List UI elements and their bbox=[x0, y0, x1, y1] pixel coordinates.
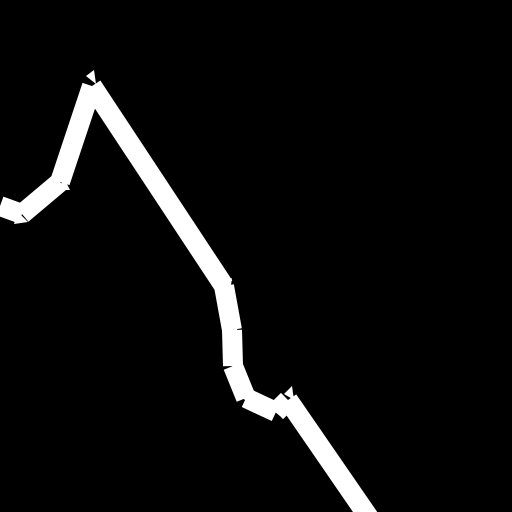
stroke-segment-6 bbox=[222, 329, 243, 367]
stroke-segment-4 bbox=[83, 80, 233, 292]
stroke-notch-8 bbox=[270, 404, 282, 416]
stroke-notch-3 bbox=[14, 212, 28, 224]
stroke-notch-5 bbox=[226, 324, 238, 336]
stroke-segment-2 bbox=[15, 174, 67, 222]
stroke-notch-9 bbox=[284, 386, 294, 400]
stroke-notch-7 bbox=[240, 392, 252, 404]
stroke-notch-4 bbox=[222, 278, 232, 292]
white-stroke-line bbox=[0, 70, 378, 512]
stroke-notch-1 bbox=[86, 70, 96, 84]
stroke-segment-7 bbox=[223, 362, 256, 402]
stroke-notch-6 bbox=[228, 360, 240, 372]
stroke-notch-2 bbox=[58, 178, 70, 190]
stroke-segment-3 bbox=[50, 82, 102, 186]
stroke-segment-10 bbox=[279, 394, 378, 512]
stroke-segment-8 bbox=[241, 388, 281, 422]
stroke-segment-5 bbox=[214, 284, 242, 332]
